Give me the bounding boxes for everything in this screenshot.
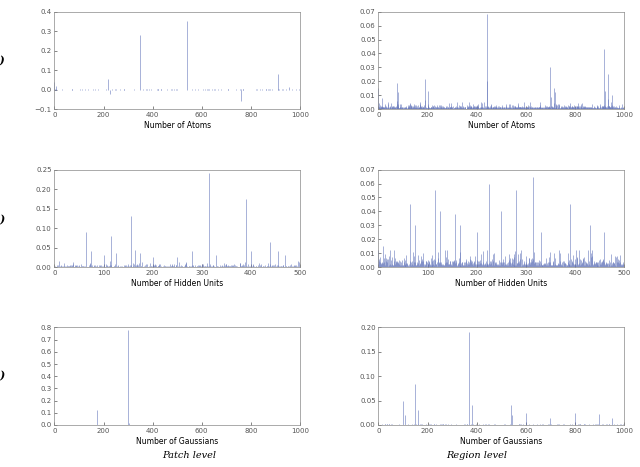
X-axis label: Number of Hidden Units: Number of Hidden Units <box>131 279 223 288</box>
Text: (a): (a) <box>0 55 5 66</box>
Text: (b): (b) <box>0 213 5 224</box>
X-axis label: Number of Hidden Units: Number of Hidden Units <box>455 279 547 288</box>
Text: (c): (c) <box>0 371 5 382</box>
Text: Patch level: Patch level <box>162 451 216 460</box>
X-axis label: Number of Gaussians: Number of Gaussians <box>136 437 218 446</box>
X-axis label: Number of Atoms: Number of Atoms <box>468 120 535 130</box>
X-axis label: Number of Gaussians: Number of Gaussians <box>460 437 542 446</box>
X-axis label: Number of Atoms: Number of Atoms <box>143 120 211 130</box>
Text: Region level: Region level <box>446 451 508 460</box>
